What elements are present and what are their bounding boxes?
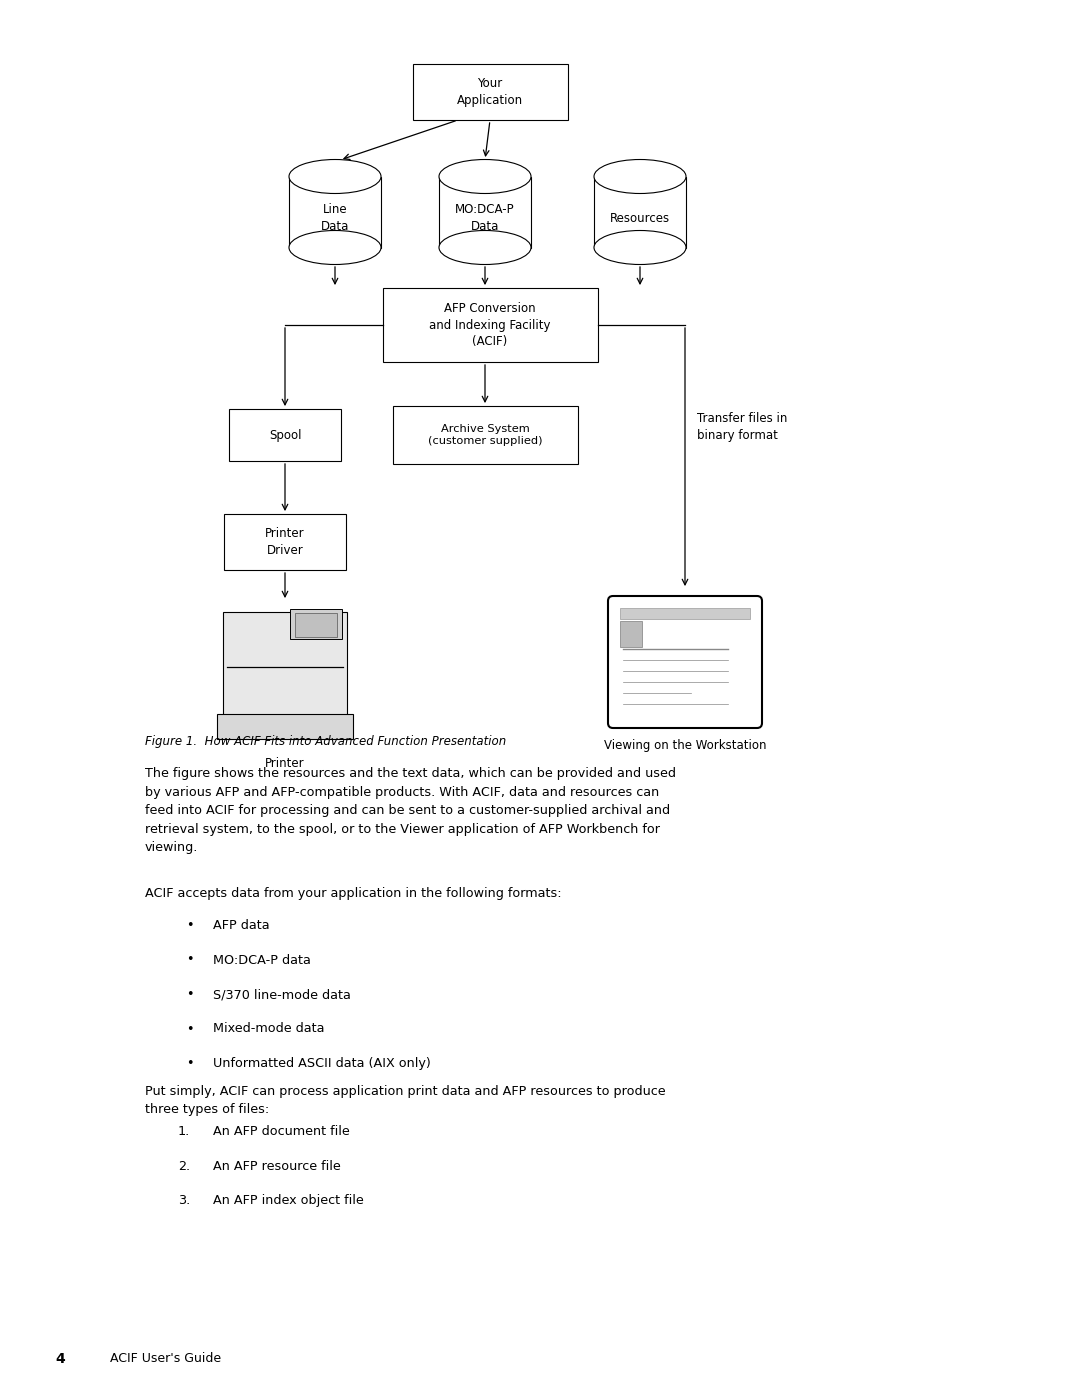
Text: An AFP document file: An AFP document file xyxy=(213,1125,350,1139)
Text: Put simply, ACIF can process application print data and AFP resources to produce: Put simply, ACIF can process application… xyxy=(145,1085,665,1116)
Text: 3.: 3. xyxy=(178,1194,190,1207)
Text: Mixed-mode data: Mixed-mode data xyxy=(213,1023,324,1035)
FancyBboxPatch shape xyxy=(229,409,341,461)
Text: Transfer files in
binary format: Transfer files in binary format xyxy=(697,412,787,441)
Text: Resources: Resources xyxy=(610,211,670,225)
Text: MO:DCA-P
Data: MO:DCA-P Data xyxy=(455,203,515,233)
Ellipse shape xyxy=(289,231,381,264)
Ellipse shape xyxy=(594,159,686,194)
FancyBboxPatch shape xyxy=(291,609,342,638)
Bar xyxy=(289,176,381,247)
Ellipse shape xyxy=(438,231,531,264)
Ellipse shape xyxy=(438,159,531,194)
Text: •: • xyxy=(186,988,193,1002)
Text: Unformatted ASCII data (AIX only): Unformatted ASCII data (AIX only) xyxy=(213,1058,431,1070)
Text: Viewing on the Workstation: Viewing on the Workstation xyxy=(604,739,766,752)
Text: Printer: Printer xyxy=(266,757,305,770)
FancyBboxPatch shape xyxy=(295,613,337,637)
Text: S/370 line-mode data: S/370 line-mode data xyxy=(213,988,351,1002)
Text: An AFP index object file: An AFP index object file xyxy=(213,1194,364,1207)
Text: 1.: 1. xyxy=(178,1125,190,1139)
FancyBboxPatch shape xyxy=(608,597,762,728)
Bar xyxy=(594,176,686,247)
Text: Figure 1.  How ACIF Fits into Advanced Function Presentation: Figure 1. How ACIF Fits into Advanced Fu… xyxy=(145,735,507,747)
Text: 2.: 2. xyxy=(178,1160,190,1172)
FancyBboxPatch shape xyxy=(620,608,750,619)
FancyBboxPatch shape xyxy=(382,288,597,362)
Text: ACIF accepts data from your application in the following formats:: ACIF accepts data from your application … xyxy=(145,887,562,900)
Ellipse shape xyxy=(594,231,686,264)
Text: •: • xyxy=(186,1058,193,1070)
Text: An AFP resource file: An AFP resource file xyxy=(213,1160,341,1172)
Text: Your
Application: Your Application xyxy=(457,77,523,106)
Text: •: • xyxy=(186,954,193,967)
Text: The figure shows the resources and the text data, which can be provided and used: The figure shows the resources and the t… xyxy=(145,767,676,854)
Text: AFP Conversion
and Indexing Facility
(ACIF): AFP Conversion and Indexing Facility (AC… xyxy=(429,302,551,348)
Text: AFP data: AFP data xyxy=(213,919,270,932)
Text: Spool: Spool xyxy=(269,429,301,441)
FancyBboxPatch shape xyxy=(224,514,346,570)
Text: Line
Data: Line Data xyxy=(321,203,349,233)
Ellipse shape xyxy=(289,159,381,194)
Text: •: • xyxy=(186,1023,193,1035)
Text: ACIF User's Guide: ACIF User's Guide xyxy=(110,1352,221,1365)
Text: Printer
Driver: Printer Driver xyxy=(266,527,305,557)
FancyBboxPatch shape xyxy=(413,64,567,120)
FancyBboxPatch shape xyxy=(222,612,347,717)
FancyBboxPatch shape xyxy=(620,622,642,647)
Text: 4: 4 xyxy=(55,1352,65,1366)
Bar xyxy=(438,176,531,247)
Text: Archive System
(customer supplied): Archive System (customer supplied) xyxy=(428,423,542,447)
FancyBboxPatch shape xyxy=(217,714,353,739)
Text: •: • xyxy=(186,919,193,932)
FancyBboxPatch shape xyxy=(392,407,578,464)
Text: MO:DCA-P data: MO:DCA-P data xyxy=(213,954,311,967)
